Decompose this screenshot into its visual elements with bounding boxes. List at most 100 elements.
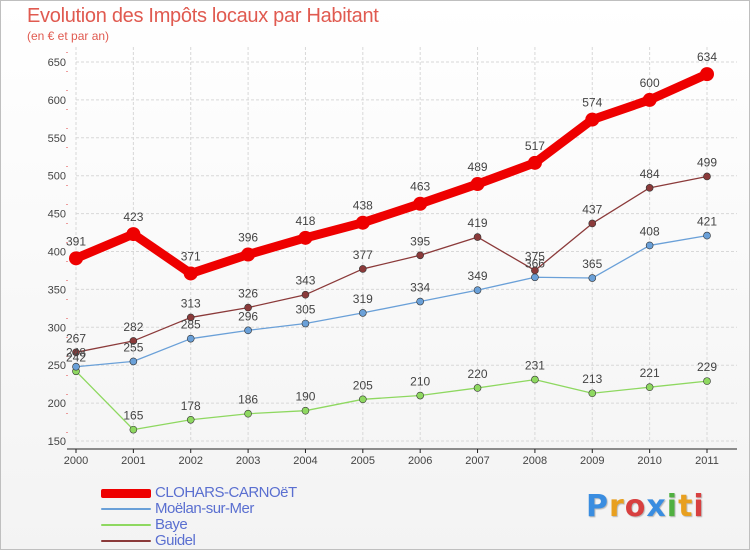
y-tick-label: 250 bbox=[48, 360, 66, 372]
logo-letter: t bbox=[678, 489, 694, 524]
x-tick-label: 2002 bbox=[178, 455, 202, 467]
data-point bbox=[241, 247, 256, 262]
data-point bbox=[416, 391, 424, 400]
y-tick-label: 650 bbox=[48, 57, 66, 69]
data-point bbox=[244, 409, 252, 418]
legend-item-baye: Baye bbox=[101, 517, 361, 533]
legend-label: CLOHARS-CARNOëT bbox=[155, 484, 297, 501]
data-label: 484 bbox=[640, 167, 660, 181]
data-point bbox=[531, 273, 539, 282]
x-tick-label: 2009 bbox=[580, 455, 604, 467]
data-point bbox=[473, 233, 482, 241]
logo-letter: i bbox=[693, 489, 705, 524]
data-point bbox=[72, 348, 80, 357]
data-label: 419 bbox=[468, 216, 488, 230]
data-label: 365 bbox=[582, 257, 602, 271]
data-point bbox=[186, 334, 195, 343]
data-label: 165 bbox=[123, 409, 143, 423]
data-point bbox=[470, 177, 485, 192]
legend-item-moelan: Moëlan-sur-Mer bbox=[101, 501, 361, 517]
legend-label: Guidel bbox=[155, 532, 196, 549]
data-point bbox=[588, 389, 597, 398]
data-label: 349 bbox=[468, 269, 488, 283]
data-label: 285 bbox=[181, 318, 201, 332]
data-point bbox=[588, 274, 597, 282]
data-point bbox=[645, 383, 654, 391]
data-point bbox=[183, 266, 198, 281]
data-label: 391 bbox=[66, 234, 86, 248]
data-point bbox=[703, 172, 711, 181]
data-label: 242 bbox=[66, 350, 86, 364]
series-line-0 bbox=[71, 69, 712, 278]
data-label: 205 bbox=[353, 378, 373, 392]
legend-item-clohars: CLOHARS-CARNOëT bbox=[101, 485, 361, 501]
data-point bbox=[473, 384, 482, 392]
x-tick-label: 2011 bbox=[695, 455, 719, 467]
data-label: 319 bbox=[353, 292, 373, 306]
x-tick-label: 2007 bbox=[465, 455, 489, 467]
data-point bbox=[700, 67, 714, 82]
data-label: 377 bbox=[353, 248, 373, 262]
data-label: 326 bbox=[238, 287, 258, 301]
data-label: 438 bbox=[353, 199, 373, 213]
chart-subtitle: (en € et par an) bbox=[27, 29, 110, 43]
logo-letter: r bbox=[609, 489, 625, 524]
data-label: 305 bbox=[295, 303, 315, 317]
data-label: 255 bbox=[123, 340, 143, 354]
data-point bbox=[527, 155, 542, 170]
x-tick-label: 2000 bbox=[64, 455, 88, 467]
legend-swatch bbox=[101, 540, 151, 542]
data-point bbox=[531, 375, 539, 384]
legend-label: Baye bbox=[155, 516, 188, 533]
data-label: 210 bbox=[410, 375, 430, 389]
x-tick-label: 2008 bbox=[523, 455, 547, 467]
data-point bbox=[186, 415, 195, 424]
y-tick-label: 350 bbox=[48, 284, 66, 296]
y-tick-label: 550 bbox=[48, 133, 66, 145]
y-tick-label: 450 bbox=[48, 209, 66, 221]
data-label: 574 bbox=[582, 96, 602, 110]
data-point bbox=[129, 357, 138, 366]
data-label: 437 bbox=[582, 202, 602, 216]
data-point bbox=[126, 227, 141, 242]
data-point bbox=[244, 326, 252, 335]
data-label: 499 bbox=[697, 155, 717, 169]
logo-letter: o bbox=[624, 489, 647, 524]
y-tick-label: 150 bbox=[48, 436, 66, 448]
data-label: 313 bbox=[181, 296, 201, 310]
x-tick-label: 2001 bbox=[121, 455, 145, 467]
data-label: 517 bbox=[525, 139, 545, 153]
data-point bbox=[69, 251, 83, 266]
data-label: 178 bbox=[181, 399, 201, 413]
legend-label: Moëlan-sur-Mer bbox=[155, 500, 254, 517]
data-point bbox=[129, 425, 138, 434]
data-point bbox=[301, 319, 310, 328]
data-label: 408 bbox=[640, 224, 660, 238]
legend-item-guidel: Guidel bbox=[101, 533, 361, 549]
data-point bbox=[642, 92, 657, 107]
data-label: 190 bbox=[295, 390, 315, 404]
y-tick-label: 600 bbox=[48, 95, 66, 107]
y-tick-label: 500 bbox=[48, 171, 66, 183]
data-label: 634 bbox=[697, 50, 717, 64]
data-label: 375 bbox=[525, 249, 545, 263]
proxiti-logo: Proxiti bbox=[586, 489, 705, 524]
logo-letter: x bbox=[646, 489, 667, 524]
data-point bbox=[298, 230, 313, 245]
data-point bbox=[703, 377, 711, 385]
data-point bbox=[359, 395, 367, 404]
data-label: 186 bbox=[238, 393, 258, 407]
data-label: 421 bbox=[697, 215, 717, 229]
x-tick-label: 2006 bbox=[408, 455, 432, 467]
data-point bbox=[645, 241, 654, 250]
data-label: 343 bbox=[295, 274, 315, 288]
data-point bbox=[531, 266, 539, 275]
data-point bbox=[129, 337, 138, 345]
data-label: 418 bbox=[295, 214, 315, 228]
y-tick-label: 400 bbox=[48, 247, 66, 259]
data-label: 463 bbox=[410, 180, 430, 194]
data-point bbox=[359, 309, 367, 317]
data-label: 282 bbox=[123, 320, 143, 334]
x-tick-label: 2004 bbox=[293, 455, 317, 467]
